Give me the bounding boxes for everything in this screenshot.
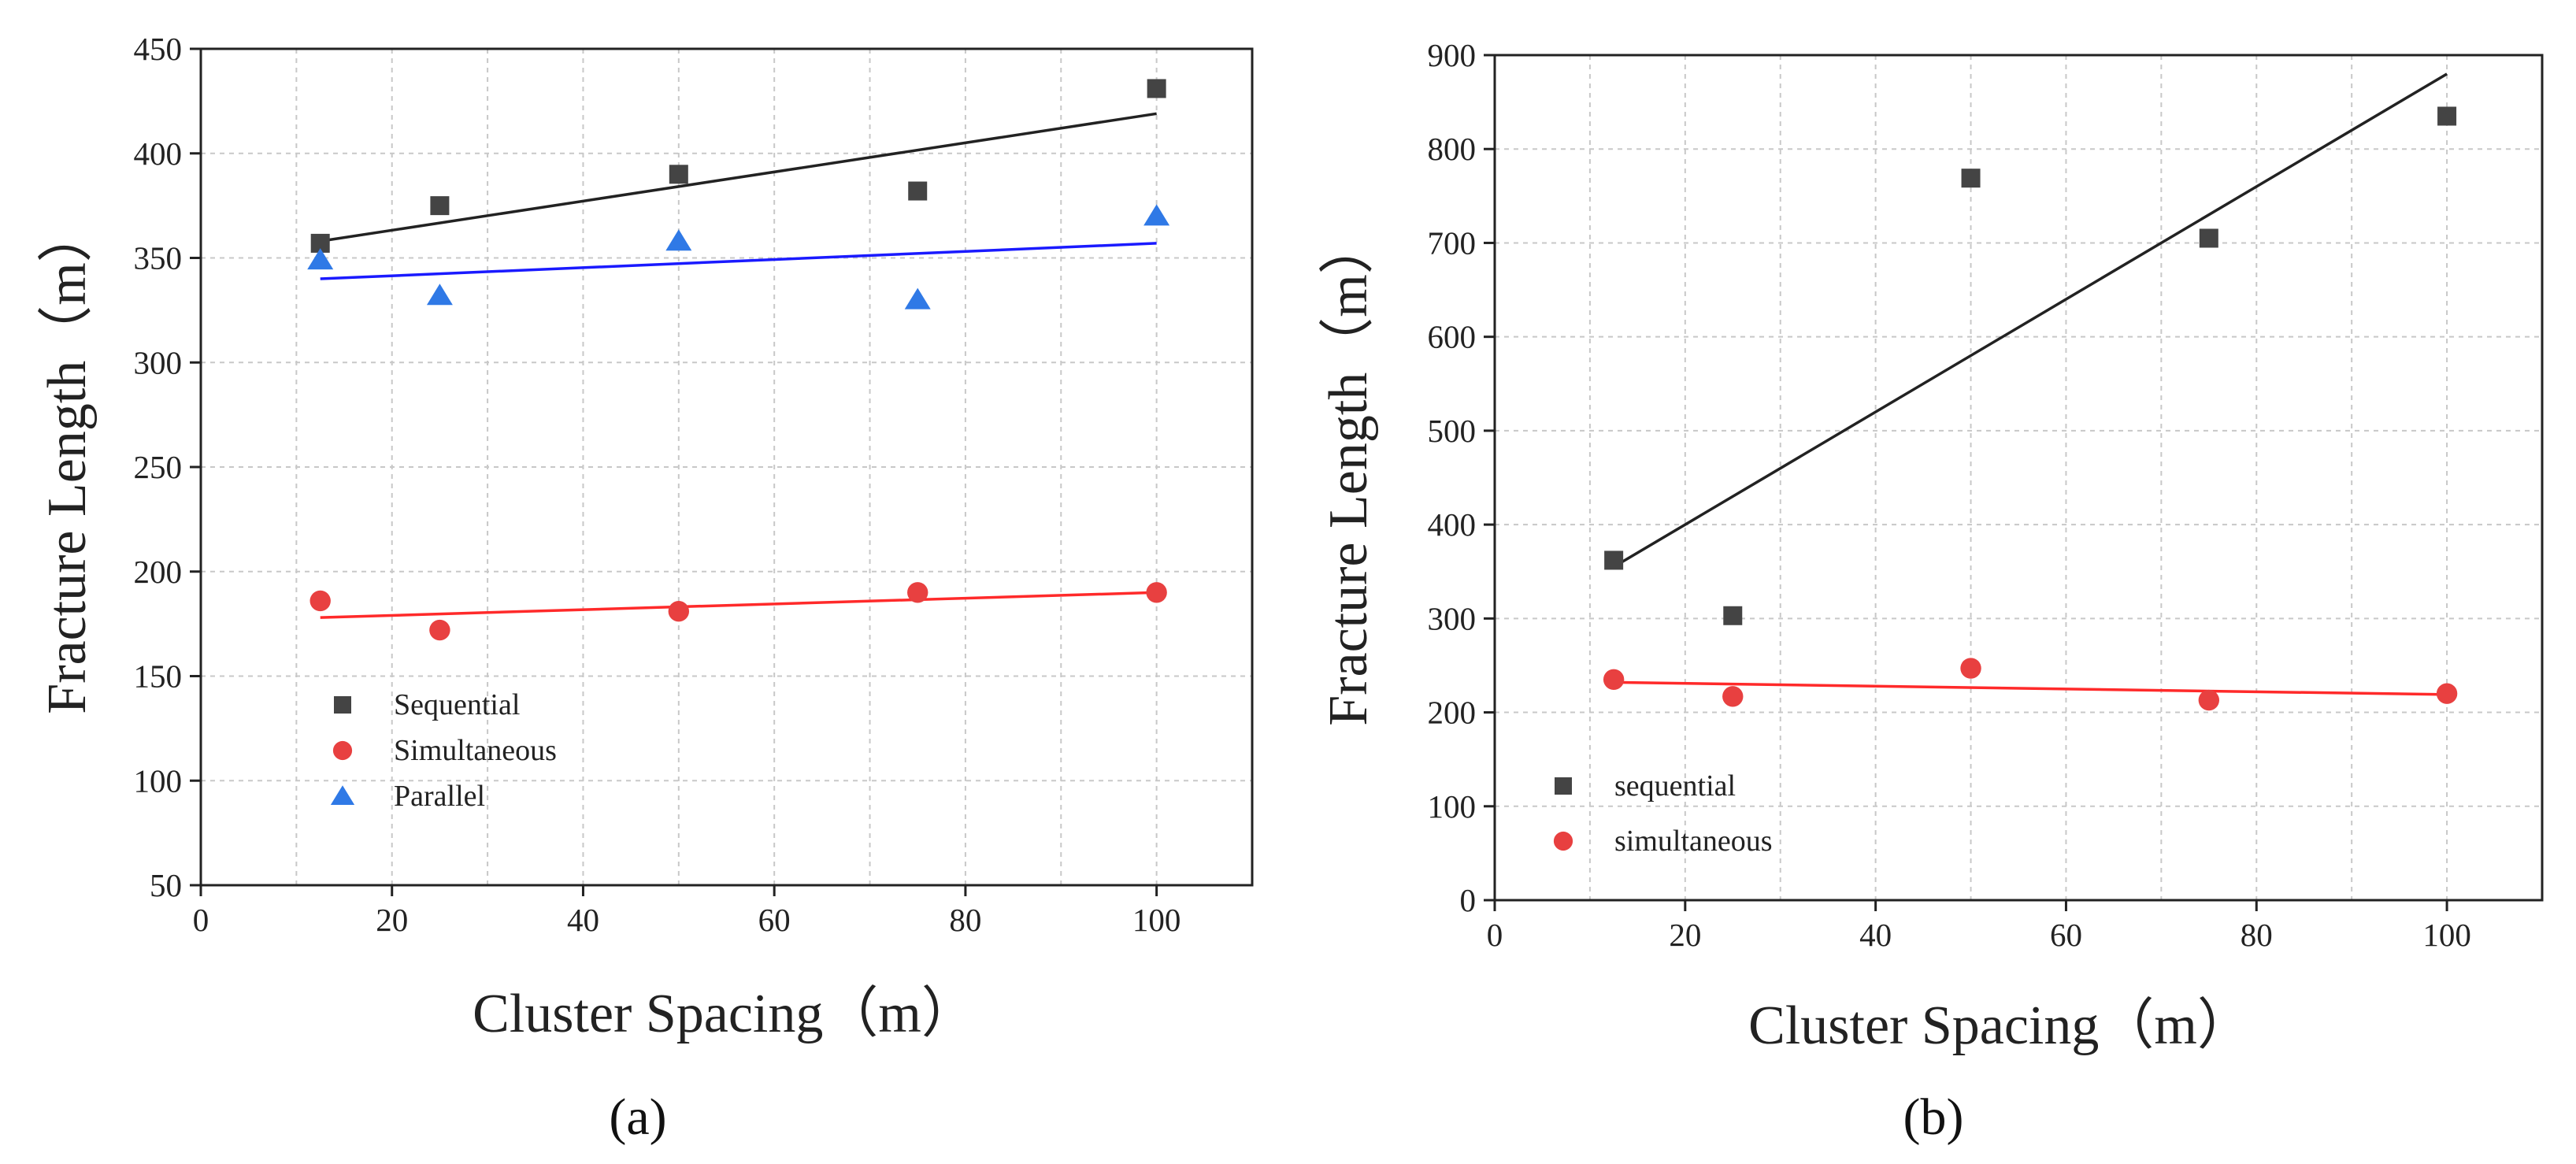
gridlines (1495, 55, 2542, 900)
data-point (1147, 79, 1166, 98)
y-axis-title: Fracture Length（m） (37, 207, 98, 714)
fit-line (1614, 680, 2448, 696)
legend-label: Simultaneous (394, 734, 557, 767)
series-sequential (1604, 72, 2457, 625)
y-tick-label: 0 (1460, 882, 1477, 918)
series-simultaneous (1603, 658, 2458, 711)
legend-label: simultaneous (1614, 825, 1773, 858)
x-tick-label: 40 (567, 902, 599, 938)
y-tick-label: 800 (1428, 131, 1477, 167)
plot-frame (199, 47, 1254, 887)
fit-line (320, 242, 1157, 280)
fit-line (1613, 72, 2448, 569)
data-point (1603, 669, 1625, 691)
data-point (309, 590, 331, 612)
data-point (1722, 686, 1744, 707)
data-point (908, 181, 928, 201)
x-tick-label: 60 (758, 902, 791, 938)
chart-panel-b: Fracture Length（m） Cluster Spacing（m） (b… (1318, 37, 2544, 1146)
data-point (669, 165, 688, 184)
x-tick-label: 60 (2050, 917, 2082, 953)
data-point (2199, 228, 2218, 248)
legend-label: Sequential (394, 688, 520, 721)
y-tick-label: 900 (1428, 37, 1477, 73)
data-point (2198, 689, 2220, 711)
data-point (1961, 169, 1981, 188)
legend-marker (330, 785, 355, 805)
legend: sequential simultaneous (1553, 769, 1773, 858)
data-point (665, 229, 692, 251)
legend-marker (1555, 777, 1572, 795)
chart-panel-a: Fracture Length（m） Cluster Spacing（m） (a… (37, 31, 1254, 1146)
x-tick-label: 80 (949, 902, 981, 938)
y-tick-label: 450 (134, 31, 183, 67)
y-tick-label: 600 (1428, 319, 1477, 355)
y-tick-label: 350 (134, 240, 183, 276)
panel-label: (a) (609, 1088, 666, 1146)
data-point (426, 284, 453, 306)
x-tick-label: 20 (376, 902, 408, 938)
y-tick-label: 150 (134, 658, 183, 695)
y-tick-label: 300 (1428, 600, 1477, 636)
data-point (1960, 658, 1981, 679)
y-tick-label: 300 (134, 344, 183, 380)
legend-item: simultaneous (1553, 825, 1773, 858)
legend-label: sequential (1614, 769, 1736, 803)
legend-label: Parallel (394, 780, 485, 813)
legend-item: Simultaneous (332, 734, 557, 767)
data-point (2437, 106, 2457, 126)
y-tick-label: 400 (134, 135, 183, 172)
data-point (904, 287, 931, 310)
fit-line (320, 591, 1157, 619)
y-tick-label: 250 (134, 449, 183, 485)
y-tick-label: 700 (1428, 224, 1477, 261)
data-point (429, 619, 450, 641)
legend-item: Parallel (330, 780, 485, 813)
y-tick-label: 500 (1428, 413, 1477, 449)
y-tick-label: 400 (1428, 506, 1477, 543)
x-axis-title: Cluster Spacing（m） (473, 984, 977, 1044)
y-tick-label: 50 (150, 867, 182, 903)
data-point (907, 582, 928, 603)
legend-marker (334, 696, 351, 714)
y-tick-label: 200 (134, 554, 183, 590)
data-point (1723, 606, 1743, 625)
legend-item: sequential (1555, 769, 1736, 803)
x-tick-label: 100 (2422, 917, 2471, 953)
x-tick-label: 0 (1487, 917, 1503, 953)
x-tick-label: 80 (2241, 917, 2273, 953)
legend-marker (1553, 831, 1573, 851)
data-point (1143, 204, 1170, 226)
data-point (2436, 683, 2458, 704)
data-point (668, 600, 690, 622)
panel-label: (b) (1903, 1088, 1964, 1146)
x-axis-title: Cluster Spacing（m） (1748, 995, 2252, 1056)
y-axis-title: Fracture Length（m） (1318, 219, 1379, 725)
y-tick-label: 200 (1428, 695, 1477, 731)
x-tick-label: 0 (193, 902, 209, 938)
series-parallel (307, 204, 1170, 310)
plot-frame (1493, 54, 2544, 902)
legend-marker (332, 740, 353, 761)
data-point (430, 196, 450, 216)
x-tick-label: 20 (1669, 917, 1701, 953)
y-tick-label: 100 (134, 762, 183, 799)
legend-item: Sequential (334, 688, 520, 721)
fit-line (320, 112, 1157, 243)
gridlines (201, 49, 1252, 885)
series-sequential (310, 79, 1166, 253)
data-point (1146, 582, 1167, 603)
legend: Sequential Simultaneous Parallel (330, 688, 557, 813)
x-tick-label: 100 (1132, 902, 1181, 938)
y-tick-label: 100 (1428, 788, 1477, 825)
series-simultaneous (309, 582, 1167, 641)
x-tick-label: 40 (1859, 917, 1892, 953)
data-point (1604, 550, 1624, 570)
data-point (307, 248, 334, 270)
